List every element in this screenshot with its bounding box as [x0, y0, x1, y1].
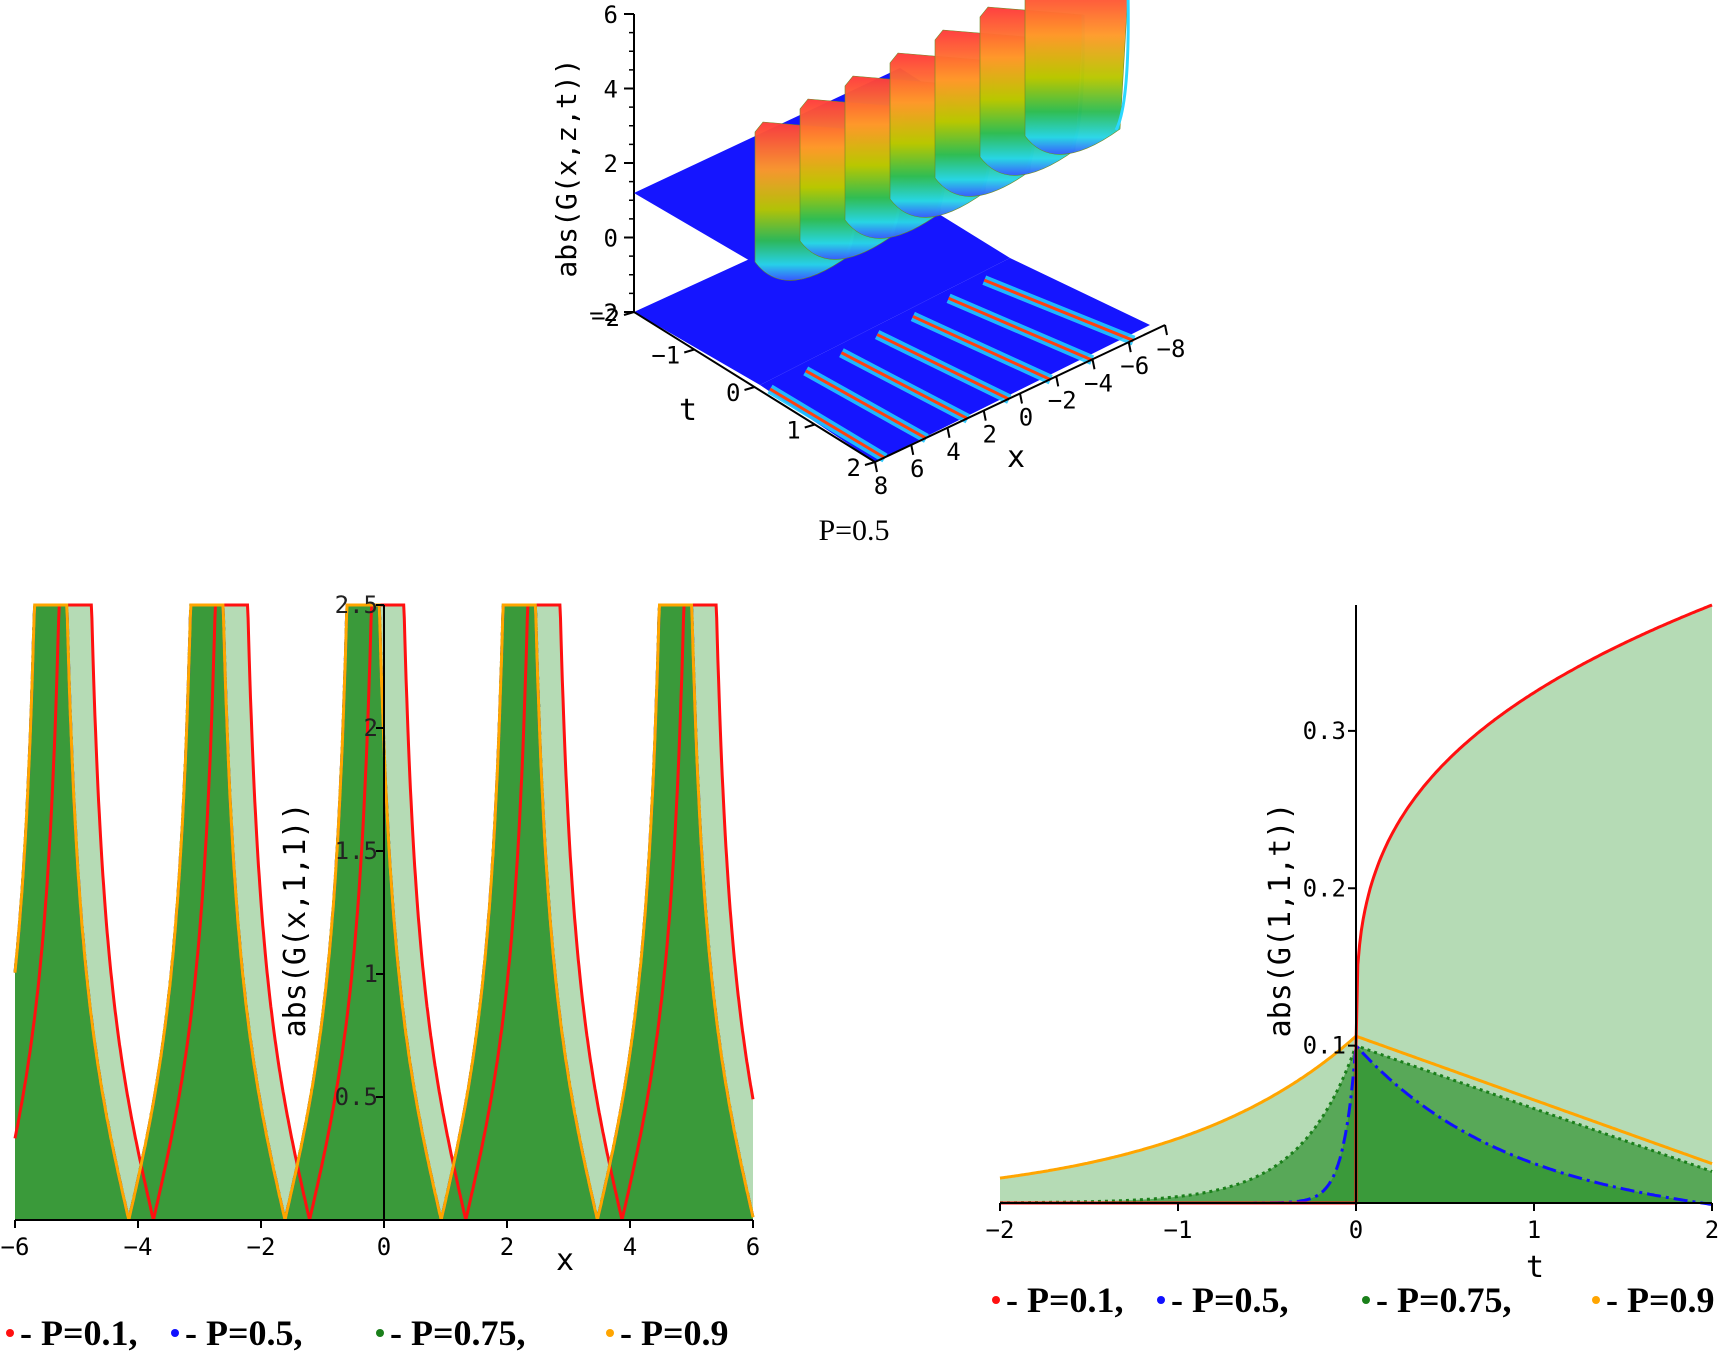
- y-tick-label: 0.3: [1303, 717, 1346, 745]
- x-axis-label: x: [1007, 440, 1025, 475]
- plot-x: −6 −4 −2 0 2 4 6 0.5 1 1.5 2 2.5 abs(G(x,1,1)) x - …: [1, 591, 761, 1353]
- contour-stripe-peak: [840, 351, 969, 421]
- z-tick-label: 4: [604, 76, 618, 104]
- x-tick-label: −4: [124, 1233, 153, 1261]
- x-tick-label: 8: [874, 472, 888, 500]
- y-tick-label: 1: [364, 960, 378, 988]
- x-tick: [1164, 324, 1168, 336]
- x-tick-label: −2: [986, 1216, 1015, 1244]
- contour-stripe-peak: [912, 315, 1052, 382]
- t-axis-label: t: [679, 393, 697, 428]
- legend-label: - P=0.5,: [185, 1313, 303, 1353]
- legend-marker: [171, 1329, 179, 1337]
- x-tick: [946, 427, 951, 438]
- contour-stripe-peak: [769, 387, 886, 460]
- x-tick: [1091, 359, 1096, 370]
- z-axis-label: abs(G(x,z,t)): [550, 58, 583, 277]
- legend-marker: [992, 1296, 1000, 1304]
- legend-marker: [606, 1329, 614, 1337]
- x-tick-label: −4: [1084, 369, 1113, 397]
- t-tick: [804, 423, 816, 429]
- contour-stripe-peak: [947, 296, 1093, 362]
- x-tick-label: −2: [1048, 386, 1077, 414]
- x-tick: [874, 461, 878, 473]
- legend-label: - P=0.75,: [390, 1313, 526, 1353]
- x-tick-label: −6: [1120, 352, 1149, 380]
- contour-stripe-peak: [876, 333, 1010, 401]
- ridge-surface: [1024, 0, 1128, 155]
- x-tick-label: 2: [1705, 1216, 1719, 1244]
- contour-stripe-peak: [983, 278, 1135, 342]
- x-tick: [1127, 341, 1132, 353]
- x-tick: [982, 410, 987, 421]
- legend-label: - P=0.9: [1606, 1280, 1715, 1320]
- z-tick-label: −2: [589, 299, 618, 327]
- x-tick-label: 2: [500, 1233, 514, 1261]
- y-axis-label-right: abs(G(1,1,t)): [1263, 803, 1298, 1038]
- t-tick-label: −2: [591, 304, 620, 332]
- t-tick: [864, 461, 876, 466]
- series-line-P01: [1000, 603, 1713, 1205]
- fill-area-p01: [1356, 605, 1712, 1203]
- x-tick-label: 4: [946, 438, 960, 466]
- t-tick: [744, 386, 755, 391]
- x-tick-label: 0: [377, 1233, 391, 1261]
- x-tick-label: 2: [983, 421, 997, 449]
- plot-t: −2 −1 0 1 2 0.1 0.2 0.3 abs(G(1,1,t)) t - P=0.1…: [986, 603, 1719, 1320]
- t-tick-label: 1: [786, 417, 800, 445]
- x-tick-label: 6: [910, 455, 924, 483]
- y-tick-label: 1.5: [335, 837, 378, 865]
- legend-label: - P=0.5,: [1171, 1280, 1289, 1320]
- x-tick: [1019, 393, 1023, 404]
- legend-marker: [6, 1329, 14, 1337]
- x-tick-label: −2: [247, 1233, 276, 1261]
- y-tick-label: 2.5: [335, 591, 378, 619]
- z-tick-label: 0: [604, 225, 618, 253]
- ridge-trough: [1114, 0, 1130, 131]
- x-tick-label: 0: [1019, 404, 1033, 432]
- x-tick-label: −1: [1164, 1216, 1193, 1244]
- x-axis-label-left: x: [556, 1243, 574, 1278]
- x-tick-label: 4: [623, 1233, 637, 1261]
- y-axis-label-left: abs(G(x,1,1)): [278, 803, 313, 1038]
- t-tick-label: −1: [651, 342, 680, 370]
- t-tick-label: 2: [847, 454, 861, 482]
- t-tick: [623, 311, 635, 316]
- t-tick: [683, 348, 695, 354]
- legend-marker: [1592, 1296, 1600, 1304]
- legend-label: - P=0.1,: [1006, 1280, 1124, 1320]
- t-tick-label: 0: [726, 379, 740, 407]
- x-tick-label: 1: [1527, 1216, 1541, 1244]
- y-tick-label: 0.2: [1303, 874, 1346, 902]
- x-tick-label: 6: [746, 1233, 760, 1261]
- lower-plane: [634, 190, 1010, 385]
- x-axis-label-right: t: [1526, 1250, 1544, 1285]
- x-tick-label: −6: [1, 1233, 30, 1261]
- legend-label: - P=0.75,: [1376, 1280, 1512, 1320]
- legend-marker: [376, 1329, 384, 1337]
- x-tick: [910, 444, 915, 456]
- y-tick-label: 2: [364, 714, 378, 742]
- y-tick-label: 0.1: [1303, 1032, 1346, 1060]
- x-tick: [1055, 376, 1060, 387]
- x-tick-label: 0: [1349, 1216, 1363, 1244]
- figure-caption: P=0.5: [818, 514, 889, 547]
- legend-marker: [1157, 1296, 1165, 1304]
- legend-label: - P=0.1,: [20, 1313, 138, 1353]
- contour-stripe-peak: [804, 369, 928, 440]
- z-tick-label: 2: [604, 150, 618, 178]
- y-tick-label: 0.5: [335, 1083, 378, 1111]
- x-tick-label: −8: [1157, 335, 1186, 363]
- z-tick-label: 6: [604, 1, 618, 29]
- legend-label: - P=0.9: [620, 1313, 729, 1353]
- legend-marker: [1362, 1296, 1370, 1304]
